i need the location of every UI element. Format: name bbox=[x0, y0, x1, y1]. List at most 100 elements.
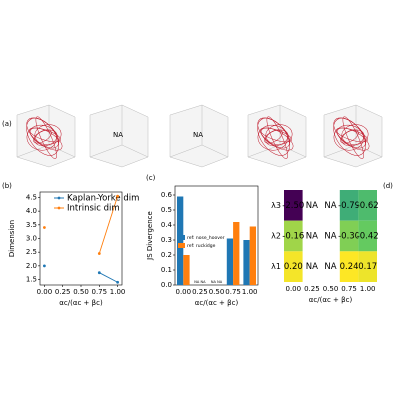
x-tick-label: 0.25 bbox=[192, 288, 208, 296]
legend-label: Intrinsic dim bbox=[67, 204, 120, 214]
heat-cell bbox=[284, 190, 303, 221]
panel-label: (b) bbox=[2, 182, 12, 190]
x-tick-label: 0.25 bbox=[55, 288, 71, 296]
cell-label: 0.24 bbox=[340, 262, 359, 272]
axis-box bbox=[89, 104, 149, 168]
heat-cell bbox=[339, 220, 359, 252]
series-marker bbox=[42, 226, 46, 229]
y-tick-label: 3.5 bbox=[26, 221, 37, 229]
heat-cell bbox=[284, 220, 303, 252]
bar bbox=[249, 226, 257, 285]
x-tick-label: 1.00 bbox=[242, 288, 258, 296]
y-tick-label: 2.5 bbox=[26, 248, 37, 256]
trajectory bbox=[29, 127, 61, 143]
trajectory bbox=[26, 117, 59, 156]
y-tick-label: 0.4 bbox=[161, 221, 173, 229]
na-label: NA bbox=[194, 280, 200, 284]
axis-box bbox=[16, 104, 76, 168]
x-axis-label: αc/(αc + βc) bbox=[309, 296, 353, 304]
row-label: λ2 bbox=[271, 232, 281, 241]
cell-label: -0.30 bbox=[338, 232, 360, 242]
bar bbox=[226, 238, 234, 285]
y-tick-label: 2.0 bbox=[26, 262, 37, 270]
x-tick-label: 0.75 bbox=[92, 288, 108, 296]
na-annotation: NA bbox=[113, 131, 123, 139]
legend-label: Kaplan-Yorke dim bbox=[67, 194, 139, 204]
cell-label: -2.50 bbox=[282, 201, 304, 211]
na-label: NA bbox=[201, 280, 207, 284]
trajectory bbox=[265, 129, 289, 147]
legend-label: ref: nose_hoover bbox=[187, 235, 225, 241]
x-tick-label: 0.50 bbox=[323, 285, 339, 293]
y-tick-label: 0.2 bbox=[161, 251, 172, 259]
x-tick-label: 0.00 bbox=[286, 285, 302, 293]
cell-label: NA bbox=[324, 201, 336, 211]
cell-label: NA bbox=[324, 232, 336, 242]
trajectory bbox=[35, 116, 57, 159]
heat-cell bbox=[358, 251, 377, 282]
trajectory bbox=[336, 127, 370, 151]
x-tick-label: 0.75 bbox=[341, 285, 357, 293]
x-tick-label: 0.25 bbox=[304, 285, 320, 293]
y-tick-label: 4.0 bbox=[26, 207, 37, 215]
bar bbox=[233, 222, 240, 285]
series-marker bbox=[116, 280, 120, 284]
cell-label: -0.79 bbox=[338, 201, 360, 211]
x-tick-label: 0.50 bbox=[209, 288, 225, 296]
x-tick-label: 0.00 bbox=[176, 288, 192, 296]
cell-label: NA bbox=[306, 201, 318, 211]
trajectory bbox=[341, 129, 365, 147]
axis-box bbox=[247, 104, 307, 168]
trajectory bbox=[26, 124, 57, 151]
y-tick-label: 3.0 bbox=[26, 235, 37, 243]
legend-swatch bbox=[178, 243, 185, 248]
trajectory bbox=[260, 127, 292, 143]
cell-label: 0.17 bbox=[358, 262, 377, 272]
x-tick-label: 1.00 bbox=[110, 288, 126, 296]
heat-cell bbox=[339, 251, 359, 282]
y-tick-label: 0.3 bbox=[161, 236, 172, 244]
panel-label: (a) bbox=[2, 120, 12, 128]
y-axis-label: JS Divergence bbox=[146, 211, 154, 261]
y-tick-label: 0.6 bbox=[161, 191, 173, 199]
cell-label: 0.20 bbox=[284, 262, 303, 272]
na-annotation: NA bbox=[193, 131, 203, 139]
series-marker bbox=[97, 271, 101, 275]
cell-label: -0.42 bbox=[357, 232, 379, 242]
bar bbox=[183, 255, 190, 285]
heat-cell bbox=[339, 190, 359, 221]
legend-marker bbox=[57, 206, 61, 210]
trajectory bbox=[333, 124, 364, 151]
trajectory bbox=[260, 127, 294, 151]
trajectory bbox=[257, 124, 288, 151]
cell-label: -0.16 bbox=[282, 232, 304, 242]
row-label: λ1 bbox=[271, 262, 281, 271]
y-tick-label: 0.0 bbox=[161, 281, 172, 289]
y-axis-label: Dimension bbox=[8, 220, 16, 257]
x-tick-label: 0.75 bbox=[225, 288, 241, 296]
x-axis-label: αc/(αc + βc) bbox=[195, 299, 239, 307]
x-axis-label: αc/(αc + βc) bbox=[59, 299, 103, 307]
trajectory bbox=[336, 127, 368, 143]
x-tick-label: 0.00 bbox=[37, 288, 53, 296]
heat-cell bbox=[284, 251, 303, 282]
axis-box bbox=[169, 104, 229, 168]
bar bbox=[243, 240, 250, 285]
axis-box bbox=[323, 104, 383, 168]
trajectory bbox=[29, 127, 63, 151]
cell-label: NA bbox=[324, 262, 336, 272]
cell-label: NA bbox=[306, 232, 318, 242]
panel-label: (d) bbox=[383, 182, 393, 190]
series-marker bbox=[116, 194, 120, 198]
cell-label: -0.62 bbox=[357, 201, 379, 211]
trajectory bbox=[257, 117, 290, 156]
series-line bbox=[99, 272, 118, 283]
x-tick-label: 0.50 bbox=[73, 288, 89, 296]
legend-label: ref: ruckidge bbox=[187, 243, 216, 249]
trajectory bbox=[266, 116, 288, 159]
y-tick-label: 4.5 bbox=[26, 193, 37, 201]
series-line bbox=[98, 195, 119, 254]
bar bbox=[176, 196, 184, 285]
plot-frame bbox=[174, 185, 259, 286]
